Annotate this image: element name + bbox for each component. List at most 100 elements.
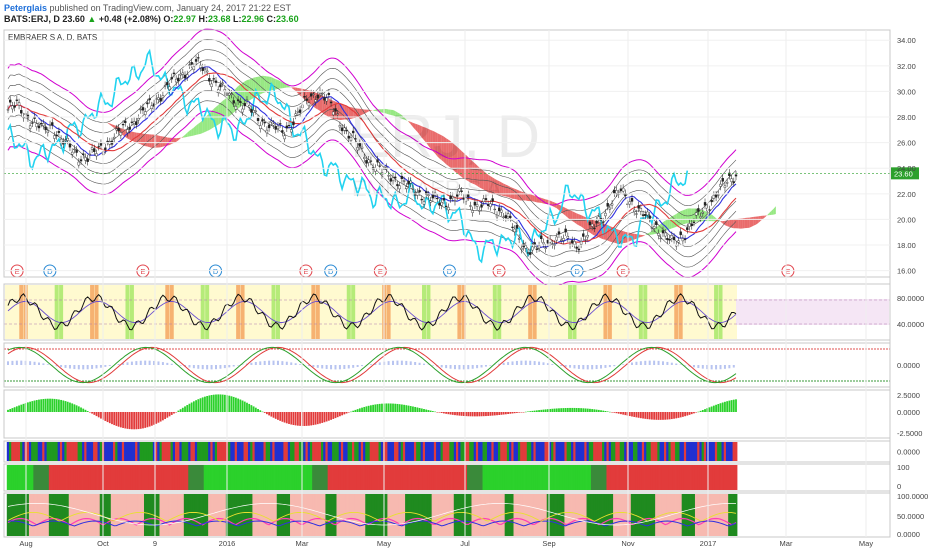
- strength-bar: [500, 465, 503, 490]
- strength-bar: [64, 465, 67, 490]
- trend-bar: [212, 442, 216, 461]
- trend-bar: [232, 442, 236, 461]
- macd-bar: [644, 412, 647, 419]
- candle-body: [82, 153, 85, 155]
- dmi-bg-bar: [163, 494, 167, 536]
- trend-bar: [725, 442, 729, 461]
- stoch-hist-bar: [653, 360, 656, 365]
- macd-bar: [412, 406, 414, 412]
- price-axis[interactable]: 34.0032.0030.0028.0026.0024.0022.0020.00…: [3, 29, 916, 538]
- strength-bar: [55, 465, 59, 490]
- strength-bar: [478, 465, 481, 490]
- macd-bar: [443, 412, 445, 414]
- strength-bar: [506, 465, 510, 490]
- strength-bar: [548, 465, 552, 490]
- cloud-segment: [727, 220, 730, 227]
- dmi-bg-bar: [369, 494, 373, 536]
- dmi-bg-bar: [345, 494, 348, 536]
- trend-bars-pane[interactable]: 0.0000: [6, 442, 920, 461]
- strength-bar: [686, 465, 689, 490]
- dmi-bg-bar: [298, 494, 302, 536]
- time-axis[interactable]: Aug Oct 9 2016 Mar May Jul Sep Nov 2017 Mar May: [19, 30, 873, 548]
- strength-bar: [261, 465, 264, 490]
- macd-bar: [197, 399, 200, 412]
- macd-bar: [524, 411, 527, 413]
- candle-body: [369, 160, 373, 162]
- candle-body: [610, 203, 614, 206]
- price-pane[interactable]: 23.60: [4, 28, 919, 288]
- macd-bar: [504, 412, 507, 415]
- trend-bar: [183, 442, 187, 461]
- dmi-bg-bar: [619, 494, 623, 536]
- cloud-segment: [193, 125, 197, 136]
- trend-bar: [526, 442, 530, 461]
- macd-bar: [405, 405, 408, 412]
- strength-bar: [108, 465, 112, 490]
- candle-body: [305, 98, 308, 101]
- candle-body: [113, 136, 116, 139]
- strength-bar: [192, 465, 196, 490]
- cloud-segment: [556, 203, 559, 211]
- strength-bar: [610, 465, 614, 490]
- trend-bar: [438, 442, 441, 461]
- dmi-bg-bar: [387, 494, 390, 536]
- stoch-hist-bar: [666, 361, 669, 365]
- stoch-hist-bar: [55, 365, 58, 367]
- candle-body: [186, 74, 189, 78]
- stoch-hist-bar: [608, 365, 611, 368]
- dmi-bg-bar: [86, 494, 90, 536]
- strength-bar: [546, 465, 550, 490]
- cloud-segment: [581, 215, 584, 229]
- stoch-hist-bar: [356, 365, 359, 367]
- macd-bar: [111, 412, 113, 425]
- username-link[interactable]: Peterglais: [4, 3, 48, 13]
- strength-bar: [130, 465, 134, 490]
- stochastic-pane[interactable]: 0.0000: [4, 346, 920, 384]
- cloud-segment: [751, 216, 754, 227]
- chart-title: EMBRAER S A, D, BATS: [8, 33, 97, 42]
- dmi-bg-bar: [535, 494, 539, 536]
- stoch-hist-bar: [290, 362, 293, 365]
- cloud-segment: [667, 217, 670, 231]
- cloud-segment: [96, 119, 99, 120]
- macd-bar: [201, 397, 204, 412]
- dmi-bg-bar: [256, 494, 260, 536]
- dmi-bg-bar: [652, 494, 656, 536]
- watermark-name: EMBRAER S A: [352, 176, 501, 201]
- candle-body: [274, 126, 277, 130]
- dmi-bg-bar: [679, 494, 683, 536]
- trend-bar: [451, 442, 455, 461]
- cloud-segment: [742, 217, 745, 229]
- candle-body: [296, 111, 300, 113]
- dmi-bg-bar: [697, 494, 700, 536]
- candle-body: [677, 240, 680, 243]
- macd-bar: [175, 412, 178, 413]
- stoch-hist-bar: [139, 360, 142, 365]
- trend-bar: [367, 442, 371, 461]
- macd-bar: [57, 399, 60, 412]
- macd-bar: [693, 412, 695, 414]
- candle-body: [628, 201, 631, 205]
- trend-bar: [245, 442, 249, 461]
- candle-body: [478, 210, 481, 212]
- trend-bar: [82, 442, 85, 461]
- cloud-segment: [280, 81, 283, 89]
- cloud-segment: [406, 119, 409, 122]
- cloud-segment: [583, 216, 586, 230]
- macd-bar: [239, 399, 242, 412]
- strength-bar: [484, 465, 488, 490]
- candle-body: [68, 143, 72, 148]
- strength-bar: [389, 465, 393, 490]
- strength-bar: [37, 465, 41, 490]
- dmi-bg-bar: [427, 494, 430, 536]
- dmi-bg-bar: [42, 494, 45, 536]
- event-letter: D: [328, 267, 334, 276]
- macd-bar: [18, 405, 20, 412]
- macd-bar: [314, 412, 317, 425]
- trend-bar: [493, 442, 497, 461]
